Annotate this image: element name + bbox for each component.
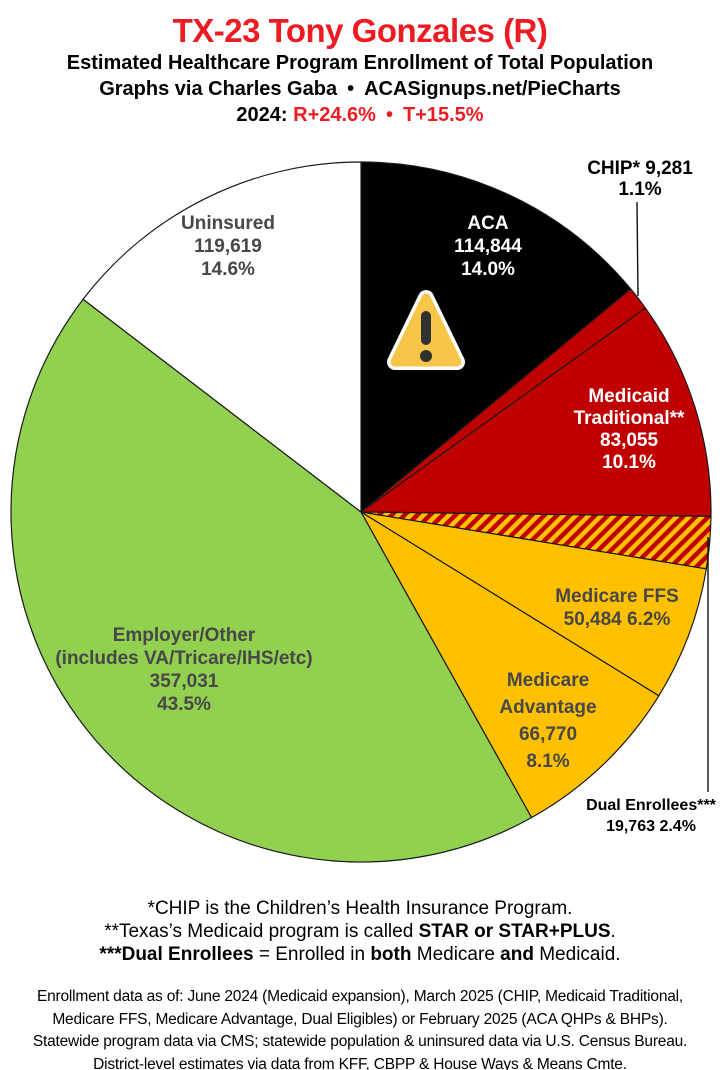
pie-slice-uninsured — [82, 161, 362, 514]
partisan-year: 2024: — [236, 104, 288, 126]
partisan-r-value: R+24.6% — [293, 104, 376, 126]
warning-icon — [387, 290, 465, 370]
slice-label-line: Employer/Other — [112, 625, 256, 646]
footnote-line: *CHIP is the Children’s Health Insurance… — [147, 898, 573, 919]
source-attribution: Enrollment data as of: June 2024 (Medica… — [0, 986, 720, 1070]
slice-label-aca: ACA 114,844 14.0% — [398, 212, 578, 281]
pie-slices — [10, 161, 712, 863]
footnote-line: ***Dual Enrollees = Enrolled in both Med… — [99, 944, 621, 965]
slice-label-line: 19,763 2.4% — [606, 818, 696, 835]
subtitle: Estimated Healthcare Program Enrollment … — [66, 52, 654, 74]
slice-label-line: CHIP* 9,281 — [587, 158, 693, 179]
pie-slice-medicaid-traditional — [359, 307, 712, 518]
slice-label-line: 50,484 6.2% — [563, 609, 671, 630]
slice-label-line: 43.5% — [157, 694, 211, 715]
credit-bullet: • — [347, 78, 355, 100]
slice-label-line: 119,619 — [194, 236, 262, 257]
slice-label-line: 14.0% — [461, 259, 515, 280]
slice-label-line: Advantage — [499, 697, 597, 718]
pie-slice-medicare-ffs — [360, 511, 708, 697]
slice-label-chip: CHIP* 9,281 1.1% — [565, 158, 715, 200]
slice-label-medicare-ffs: Medicare FFS 50,484 6.2% — [527, 585, 707, 631]
partisan-t-value: T+15.5% — [402, 104, 484, 126]
slice-label-medicare-advantage: Medicare Advantage 66,770 8.1% — [458, 667, 638, 775]
partisan-bullet: • — [385, 104, 393, 126]
slice-label-line: 10.1% — [602, 452, 656, 473]
slice-label-line: ACA — [467, 213, 509, 234]
slice-label-medicaid-traditional: Medicaid Traditional** 83,055 10.1% — [544, 386, 714, 474]
chip-leader-line — [636, 201, 639, 297]
pie-slice-aca — [360, 161, 632, 514]
footnotes: *CHIP is the Children’s Health Insurance… — [0, 897, 720, 966]
source-line: District-level estimates via data from K… — [93, 1055, 627, 1070]
source-line: Statewide program data via CMS; statewid… — [32, 1033, 688, 1050]
slice-label-line: Dual Enrollees*** — [586, 797, 716, 814]
slice-label-line: 14.6% — [201, 259, 255, 280]
pie-slice-medicare-advantage — [359, 510, 660, 819]
slice-label-line: 357,031 — [149, 671, 219, 692]
pie-slice-employer-other — [10, 298, 533, 863]
credit-right: ACASignups.net/PieCharts — [364, 78, 621, 100]
credit-left: Graphs via Charles Gaba — [99, 78, 338, 100]
slice-label-line: 1.1% — [618, 179, 662, 200]
slice-label-line: 66,770 — [518, 724, 578, 745]
slice-label-line: 114,844 — [454, 236, 522, 257]
source-line: Enrollment data as of: June 2024 (Medica… — [36, 988, 684, 1005]
slice-label-employer-other: Employer/Other (includes VA/Tricare/IHS/… — [44, 624, 324, 716]
partisan-lean-line: 2024: R+24.6% • T+15.5% — [0, 102, 720, 128]
source-line: Medicare FFS, Medicare Advantage, Dual E… — [52, 1010, 668, 1028]
page-title: TX-23 Tony Gonzales (R) — [172, 12, 548, 49]
footnote-line: **Texas’s Medicaid program is called STA… — [104, 921, 616, 942]
slice-label-dual-enrollees: Dual Enrollees*** 19,763 2.4% — [582, 795, 720, 837]
slice-label-line: Medicare — [506, 670, 590, 691]
slice-label-line: Traditional** — [573, 408, 685, 429]
header: TX-23 Tony Gonzales (R) Estimated Health… — [0, 0, 720, 128]
slice-label-line: 83,055 — [599, 430, 659, 451]
slice-label-line: (includes VA/Tricare/IHS/etc) — [55, 648, 313, 669]
credit-line: Graphs via Charles Gaba • ACASignups.net/P… — [0, 76, 720, 102]
slice-label-line: Uninsured — [181, 213, 275, 234]
slice-label-line: Medicare FFS — [555, 586, 679, 607]
slice-label-line: Medicaid — [588, 386, 670, 407]
slice-label-uninsured: Uninsured 119,619 14.6% — [128, 212, 328, 281]
slice-label-line: 8.1% — [526, 751, 570, 772]
